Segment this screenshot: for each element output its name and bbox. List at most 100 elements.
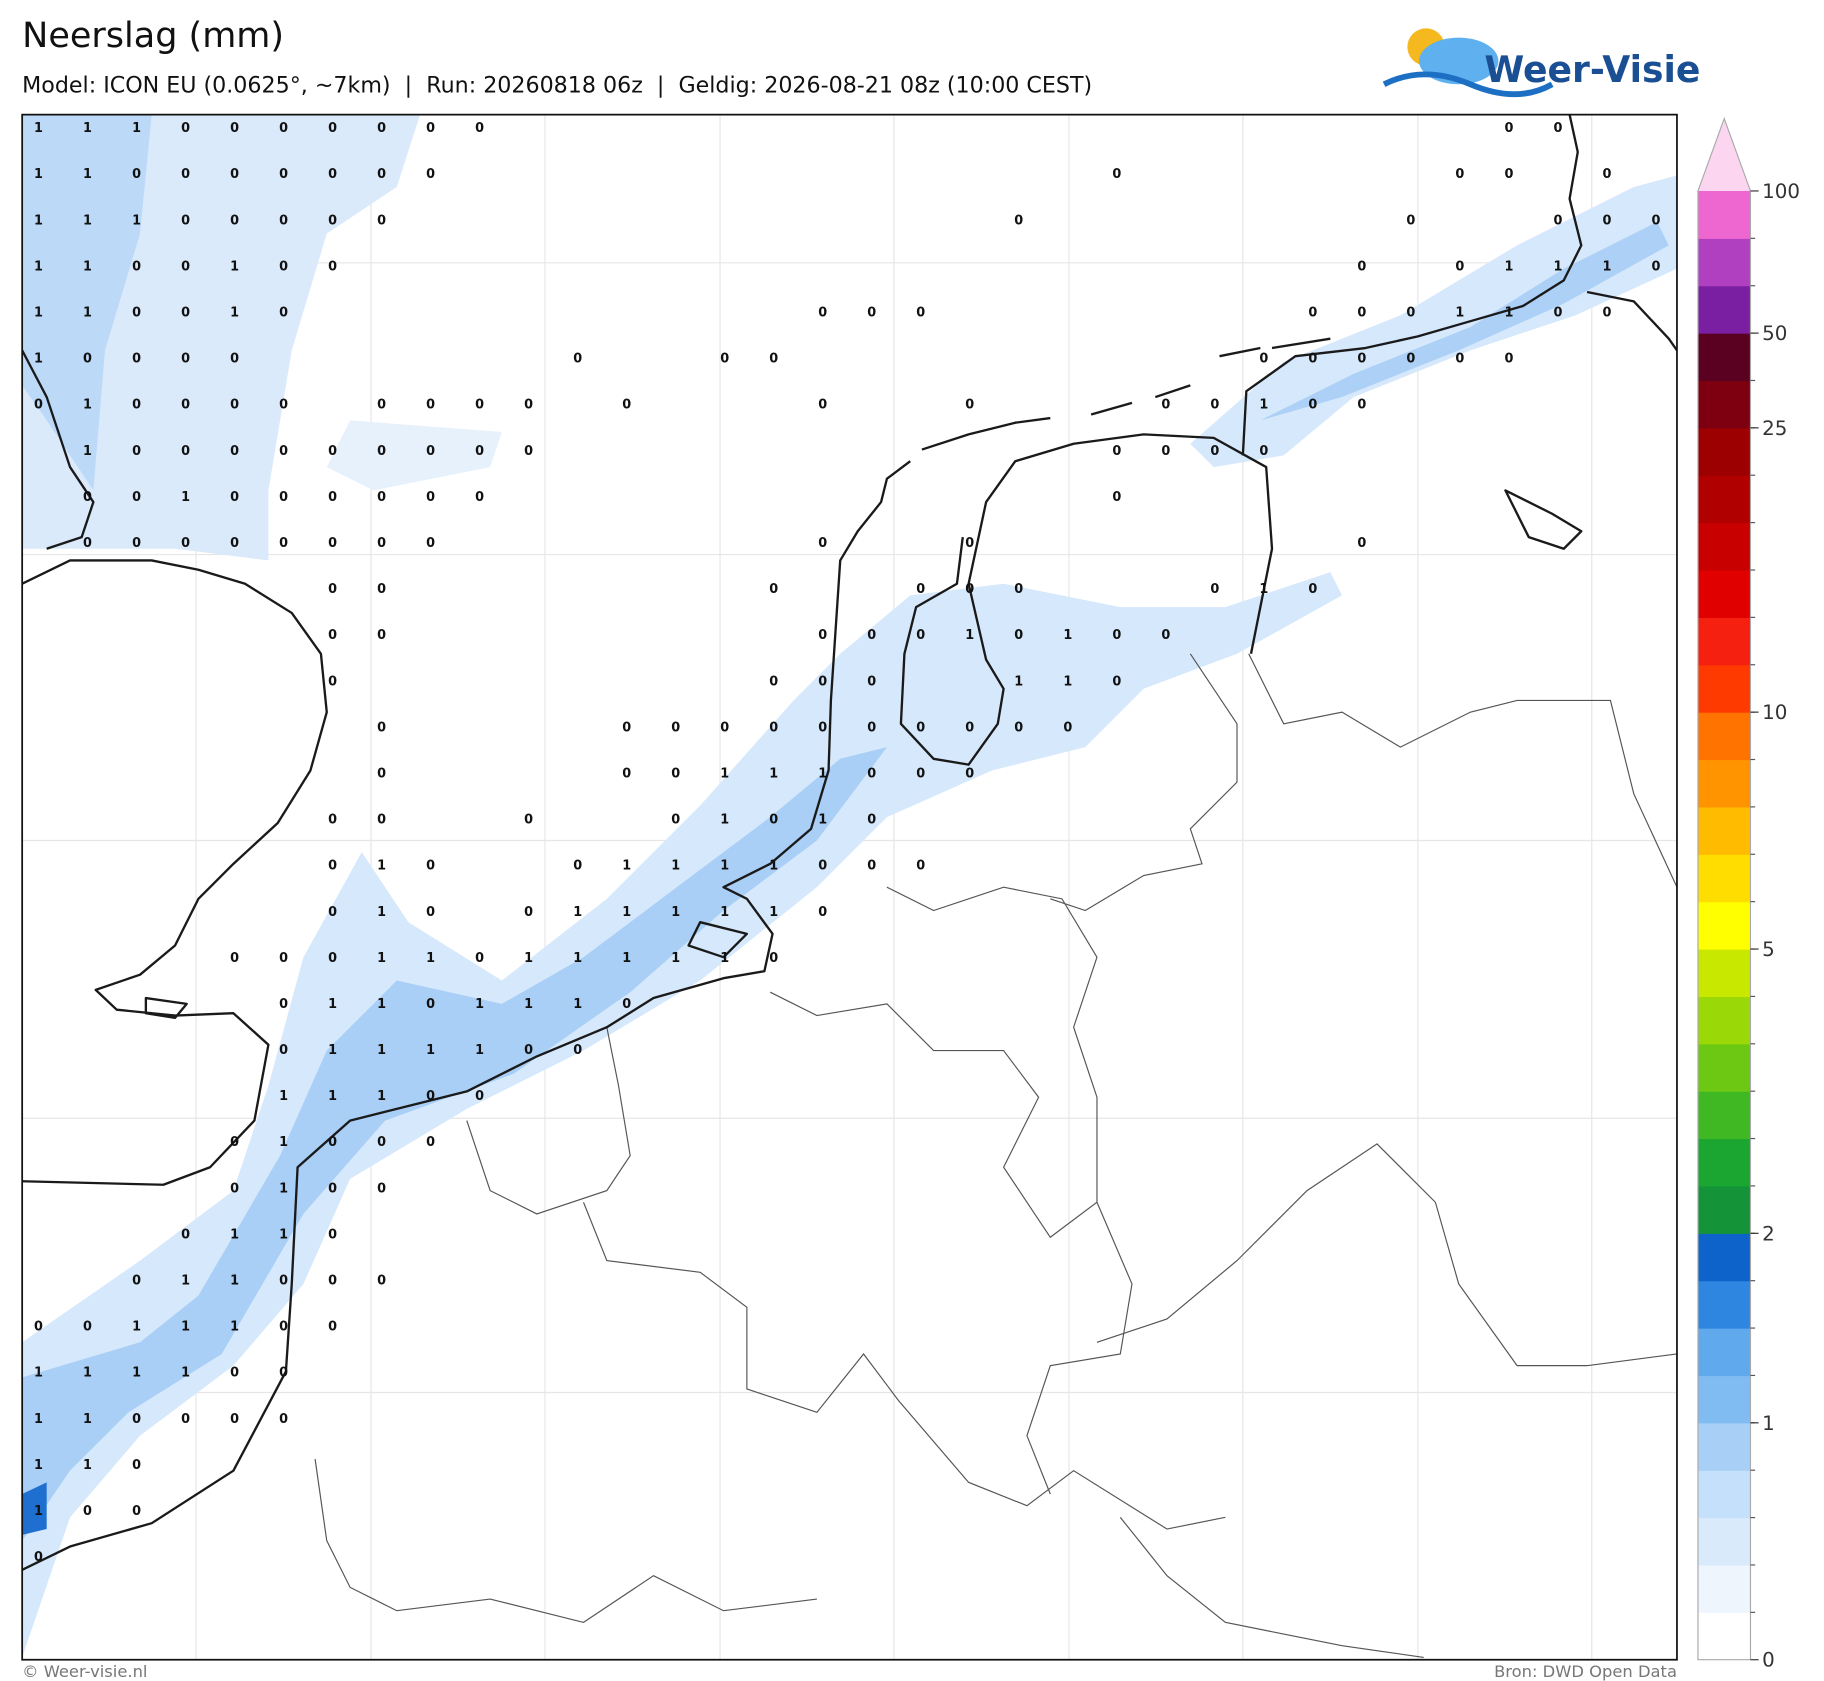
precip-area xyxy=(1190,175,1677,468)
grid-value: 0 xyxy=(279,1320,288,1335)
grid-value: 0 xyxy=(328,1227,337,1242)
grid-value: 1 xyxy=(573,951,582,966)
grid-value: 0 xyxy=(328,121,337,136)
grid-value: 0 xyxy=(426,536,435,551)
grid-value: 0 xyxy=(622,997,631,1012)
colorbar-band xyxy=(1697,1091,1751,1140)
grid-value: 0 xyxy=(377,582,386,597)
grid-value: 0 xyxy=(279,536,288,551)
grid-value: 0 xyxy=(377,398,386,413)
grid-value: 0 xyxy=(965,720,974,735)
colorbar-band xyxy=(1697,1328,1751,1377)
grid-value: 1 xyxy=(720,766,729,781)
grid-value: 0 xyxy=(83,1504,92,1519)
grid-values: 1 1 1 0 0 0 0 0 0 0 0 0 1 1 0 0 0 0 0 0 0 0 0 0 0 1 1 1 0 0 0 0 0 0 0 0 0 0 1 1… xyxy=(34,121,1660,1565)
border xyxy=(1248,653,1677,888)
border xyxy=(1119,1516,1424,1658)
grid-value: 1 xyxy=(1455,306,1464,321)
grid-value: 0 xyxy=(328,674,337,689)
border xyxy=(466,1027,631,1215)
grid-value: 0 xyxy=(1210,444,1219,459)
grid-value: 1 xyxy=(965,628,974,643)
footer-source: Bron: DWD Open Data xyxy=(1494,1662,1677,1681)
grid-value: 1 xyxy=(83,1412,92,1427)
logo-text: Weer-Visie xyxy=(1484,48,1700,91)
grid-value: 0 xyxy=(279,997,288,1012)
grid-value: 0 xyxy=(377,628,386,643)
precip-area xyxy=(1260,221,1669,421)
grid-value: 0 xyxy=(769,352,778,367)
grid-value: 1 xyxy=(720,905,729,920)
colorbar-band xyxy=(1697,1138,1751,1187)
grid-value: 0 xyxy=(1602,167,1611,182)
grid-value: 0 xyxy=(328,213,337,228)
grid-value: 0 xyxy=(867,859,876,874)
grid-value: 0 xyxy=(181,444,190,459)
logo: Weer-Visie xyxy=(1382,28,1700,98)
grid-value: 0 xyxy=(475,490,484,505)
grid-value: 1 xyxy=(573,905,582,920)
grid-value: 0 xyxy=(279,1043,288,1058)
grid-value: 0 xyxy=(132,1274,141,1289)
coastline-mainland xyxy=(1586,290,1677,352)
precip-area xyxy=(326,420,502,491)
grid-value: 0 xyxy=(328,1181,337,1196)
grid-value: 0 xyxy=(671,813,680,828)
grid-value: 0 xyxy=(328,490,337,505)
grid-value: 0 xyxy=(818,720,827,735)
grid-value: 1 xyxy=(230,306,239,321)
grid-value: 0 xyxy=(1602,306,1611,321)
grid-value: 0 xyxy=(132,259,141,274)
grid-value: 1 xyxy=(1259,398,1268,413)
colorbar-band xyxy=(1697,1375,1751,1424)
grid-value: 0 xyxy=(1553,213,1562,228)
grid-value: 0 xyxy=(1308,306,1317,321)
grid-value: 0 xyxy=(769,813,778,828)
grid-value: 0 xyxy=(1504,167,1513,182)
grid-value: 1 xyxy=(34,167,43,182)
grid-value: 0 xyxy=(1112,628,1121,643)
grid-value: 1 xyxy=(377,859,386,874)
grid-value: 1 xyxy=(720,951,729,966)
coastlines xyxy=(22,114,1677,1571)
colorbar-band xyxy=(1697,427,1751,476)
grid-value: 0 xyxy=(818,628,827,643)
colorbar-tick-label: 0 xyxy=(1762,1649,1775,1672)
grid-value: 0 xyxy=(1014,582,1023,597)
grid-value: 0 xyxy=(279,121,288,136)
grid-value: 0 xyxy=(475,398,484,413)
grid-value: 0 xyxy=(132,167,141,182)
grid-value: 0 xyxy=(573,859,582,874)
grid-value: 0 xyxy=(377,1135,386,1150)
title: Neerslag (mm) xyxy=(22,16,284,56)
grid-value: 0 xyxy=(1259,444,1268,459)
grid-value: 1 xyxy=(377,1089,386,1104)
grid-value: 0 xyxy=(818,306,827,321)
grid-value: 1 xyxy=(328,1043,337,1058)
grid-value: 0 xyxy=(132,1504,141,1519)
grid-value: 0 xyxy=(230,490,239,505)
grid-value: 0 xyxy=(328,951,337,966)
grid-value: 0 xyxy=(818,905,827,920)
grid-value: 1 xyxy=(377,1043,386,1058)
colorbar-band xyxy=(1697,285,1751,334)
grid-value: 1 xyxy=(132,1320,141,1335)
grid-value: 0 xyxy=(132,352,141,367)
grid-value: 0 xyxy=(916,582,925,597)
colorbar-band xyxy=(1697,901,1751,950)
grid-value: 1 xyxy=(34,259,43,274)
grid-value: 0 xyxy=(720,352,729,367)
grid-value: 0 xyxy=(377,167,386,182)
grid-value: 1 xyxy=(769,905,778,920)
grid-value: 0 xyxy=(916,306,925,321)
grid-value: 0 xyxy=(230,121,239,136)
colorbar-tick-label: 50 xyxy=(1762,322,1787,345)
colorbar-band xyxy=(1697,1517,1751,1566)
colorbar-band xyxy=(1697,569,1751,618)
grid-value: 0 xyxy=(1455,352,1464,367)
grid-value: 1 xyxy=(1602,259,1611,274)
colorbar-band xyxy=(1697,1043,1751,1092)
grid-value: 0 xyxy=(1063,720,1072,735)
grid-value: 0 xyxy=(132,398,141,413)
